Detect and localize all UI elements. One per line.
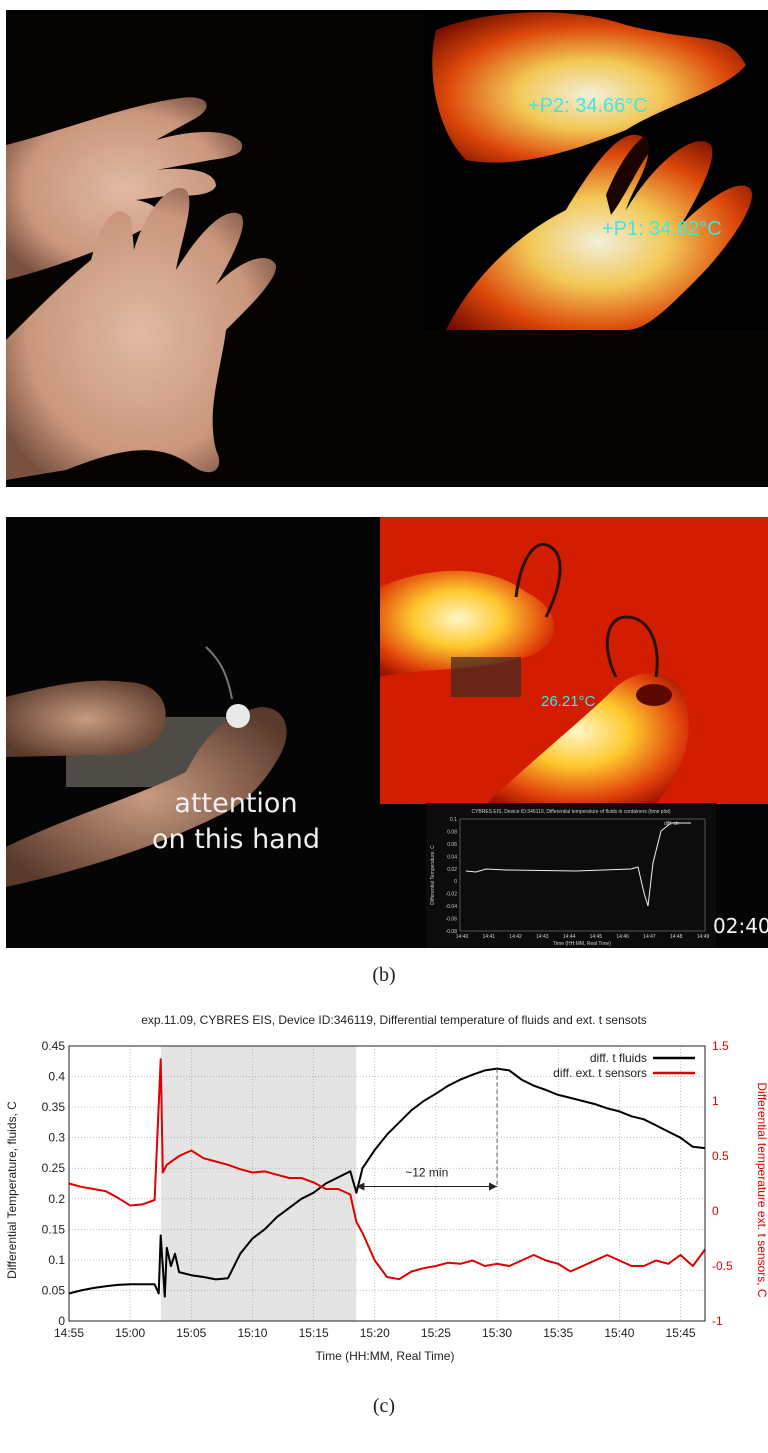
y2-tick-label: -1 <box>712 1314 723 1328</box>
inset-x-tick: 14:49 <box>697 934 710 940</box>
inset-y-tick: -0.02 <box>446 892 458 898</box>
y2-tick-label: 1.5 <box>712 1039 729 1053</box>
inset-x-tick: 14:42 <box>509 934 522 940</box>
x-tick-label: 15:25 <box>421 1326 451 1340</box>
temperature-chart: exp.11.09, CYBRES EIS, Device ID:346119,… <box>5 1013 768 1363</box>
inset-x-tick: 14:46 <box>616 934 629 940</box>
plot-frame <box>68 1045 706 1322</box>
inset-x-tick: 14:48 <box>670 934 683 940</box>
inset-y-tick: 0.04 <box>447 854 457 860</box>
y2-axis-label: Differential temperature ext. t sensors,… <box>755 1082 768 1298</box>
y2-tick-label: -0.5 <box>712 1259 733 1273</box>
y-axis-ticks: 0 0.05 0.1 0.15 0.2 0.25 0.3 0.35 0.4 0.45 <box>42 1039 66 1328</box>
y2-tick-label: 0 <box>712 1204 719 1218</box>
x-tick-label: 15:10 <box>237 1326 267 1340</box>
thermal-point-p2: +P2: 34.66°C <box>528 95 648 117</box>
x-axis-label: Time (HH:MM, Real Time) <box>316 1349 455 1363</box>
inset-y-tick: 0.02 <box>447 867 457 873</box>
x-tick-label: 15:35 <box>543 1326 573 1340</box>
y2-tick-label: 1 <box>712 1094 719 1108</box>
y-axis-label: Differential Temperature, fluids, C <box>5 1101 19 1279</box>
inset-plot: CYBRES EIS, Device ID:346119, Differenti… <box>426 803 716 948</box>
thermal-point-p1: +P1: 34.82°C <box>602 218 722 240</box>
inset-x-ticks: 14:40 14:41 14:42 14:43 14:44 14:45 14:46 14:47… <box>456 934 710 940</box>
inset-y-label: Differential Temperature, C <box>430 845 436 905</box>
inset-x-tick: 14:40 <box>456 934 469 940</box>
experiment-photo: attention on this hand 26.21°C CYBRES EI… <box>6 517 768 948</box>
y-tick-label: 0.45 <box>42 1039 66 1053</box>
x-axis-ticks: 14:55 15:00 15:05 15:10 15:15 15:20 15:25 15:30… <box>54 1326 696 1340</box>
inset-legend: diff. ch <box>664 821 679 827</box>
legend-label: diff. ext. t sensors <box>553 1066 647 1080</box>
y-tick-label: 0.3 <box>48 1131 65 1145</box>
sensors-series-line <box>68 1058 706 1281</box>
inset-y-tick: -0.06 <box>446 917 458 923</box>
experiment-photo-illustration <box>6 517 768 887</box>
caption-c: (c) <box>372 1395 396 1417</box>
attention-line-1: attention <box>174 788 298 819</box>
x-tick-label: 15:15 <box>299 1326 329 1340</box>
inset-line <box>465 822 691 907</box>
inset-y-tick: 0.08 <box>447 829 457 835</box>
hands-photo-illustration <box>6 10 768 481</box>
inset-y-ticks: 0.1 0.08 0.06 0.04 0.02 0 -0.02 -0.04 -0.06 -0.08 <box>446 817 458 935</box>
thermal-point-label: 26.21°C <box>541 693 596 710</box>
series-lines <box>68 1058 706 1298</box>
y-tick-label: 0.4 <box>48 1070 65 1084</box>
x-tick-label: 15:05 <box>176 1326 206 1340</box>
inset-y-tick: -0.08 <box>446 929 458 935</box>
inset-x-tick: 14:41 <box>483 934 496 940</box>
inset-y-tick: 0 <box>454 879 457 885</box>
x-tick-label: 15:30 <box>482 1326 512 1340</box>
inset-x-tick: 14:47 <box>643 934 656 940</box>
inset-x-tick: 14:44 <box>563 934 576 940</box>
y-tick-label: 0.1 <box>48 1253 65 1267</box>
y2-axis-ticks: -1 -0.5 0 0.5 1 1.5 <box>712 1039 733 1328</box>
y-tick-label: 0 <box>58 1314 65 1328</box>
y-tick-label: 0.05 <box>42 1283 66 1297</box>
inset-y-tick: 0.06 <box>447 842 457 848</box>
attention-label: attention on this hand <box>126 786 346 858</box>
annotation-arrowhead-left <box>356 1182 365 1191</box>
inset-title: CYBRES EIS, Device ID:346119, Differenti… <box>471 809 670 815</box>
inset-y-tick: -0.04 <box>446 904 458 910</box>
inset-x-tick: 14:45 <box>590 934 603 940</box>
fluids-series-line <box>68 1067 706 1298</box>
inset-y-tick: 0.1 <box>450 817 457 823</box>
legend-label: diff. t fluids <box>590 1051 647 1065</box>
x-tick-label: 15:40 <box>604 1326 634 1340</box>
attention-line-2: on this hand <box>152 824 320 855</box>
y-tick-label: 0.2 <box>48 1192 65 1206</box>
x-tick-label: 15:45 <box>666 1326 696 1340</box>
inset-x-label: Time (HH:MM, Real Time) <box>553 941 611 947</box>
chart-title: exp.11.09, CYBRES EIS, Device ID:346119,… <box>141 1013 647 1027</box>
x-tick-label: 15:00 <box>115 1326 145 1340</box>
y-tick-label: 0.25 <box>42 1161 66 1175</box>
duration-annotation: ~12 min <box>356 1068 498 1191</box>
annotation-label: ~12 min <box>405 1166 448 1180</box>
y2-tick-label: 0.5 <box>712 1149 729 1163</box>
inset-frame <box>459 818 706 932</box>
annotation-arrowhead-right <box>489 1182 498 1191</box>
y-tick-label: 0.35 <box>42 1100 66 1114</box>
x-tick-label: 14:55 <box>54 1326 84 1340</box>
timer: 02:40 <box>713 914 768 938</box>
inset-x-tick: 14:43 <box>536 934 549 940</box>
x-tick-label: 15:20 <box>360 1326 390 1340</box>
y-tick-label: 0.15 <box>42 1222 66 1236</box>
caption-b: (b) <box>372 964 396 986</box>
hands-thermal-photo: +P2: 34.66°C +P1: 34.82°C <box>6 10 768 487</box>
